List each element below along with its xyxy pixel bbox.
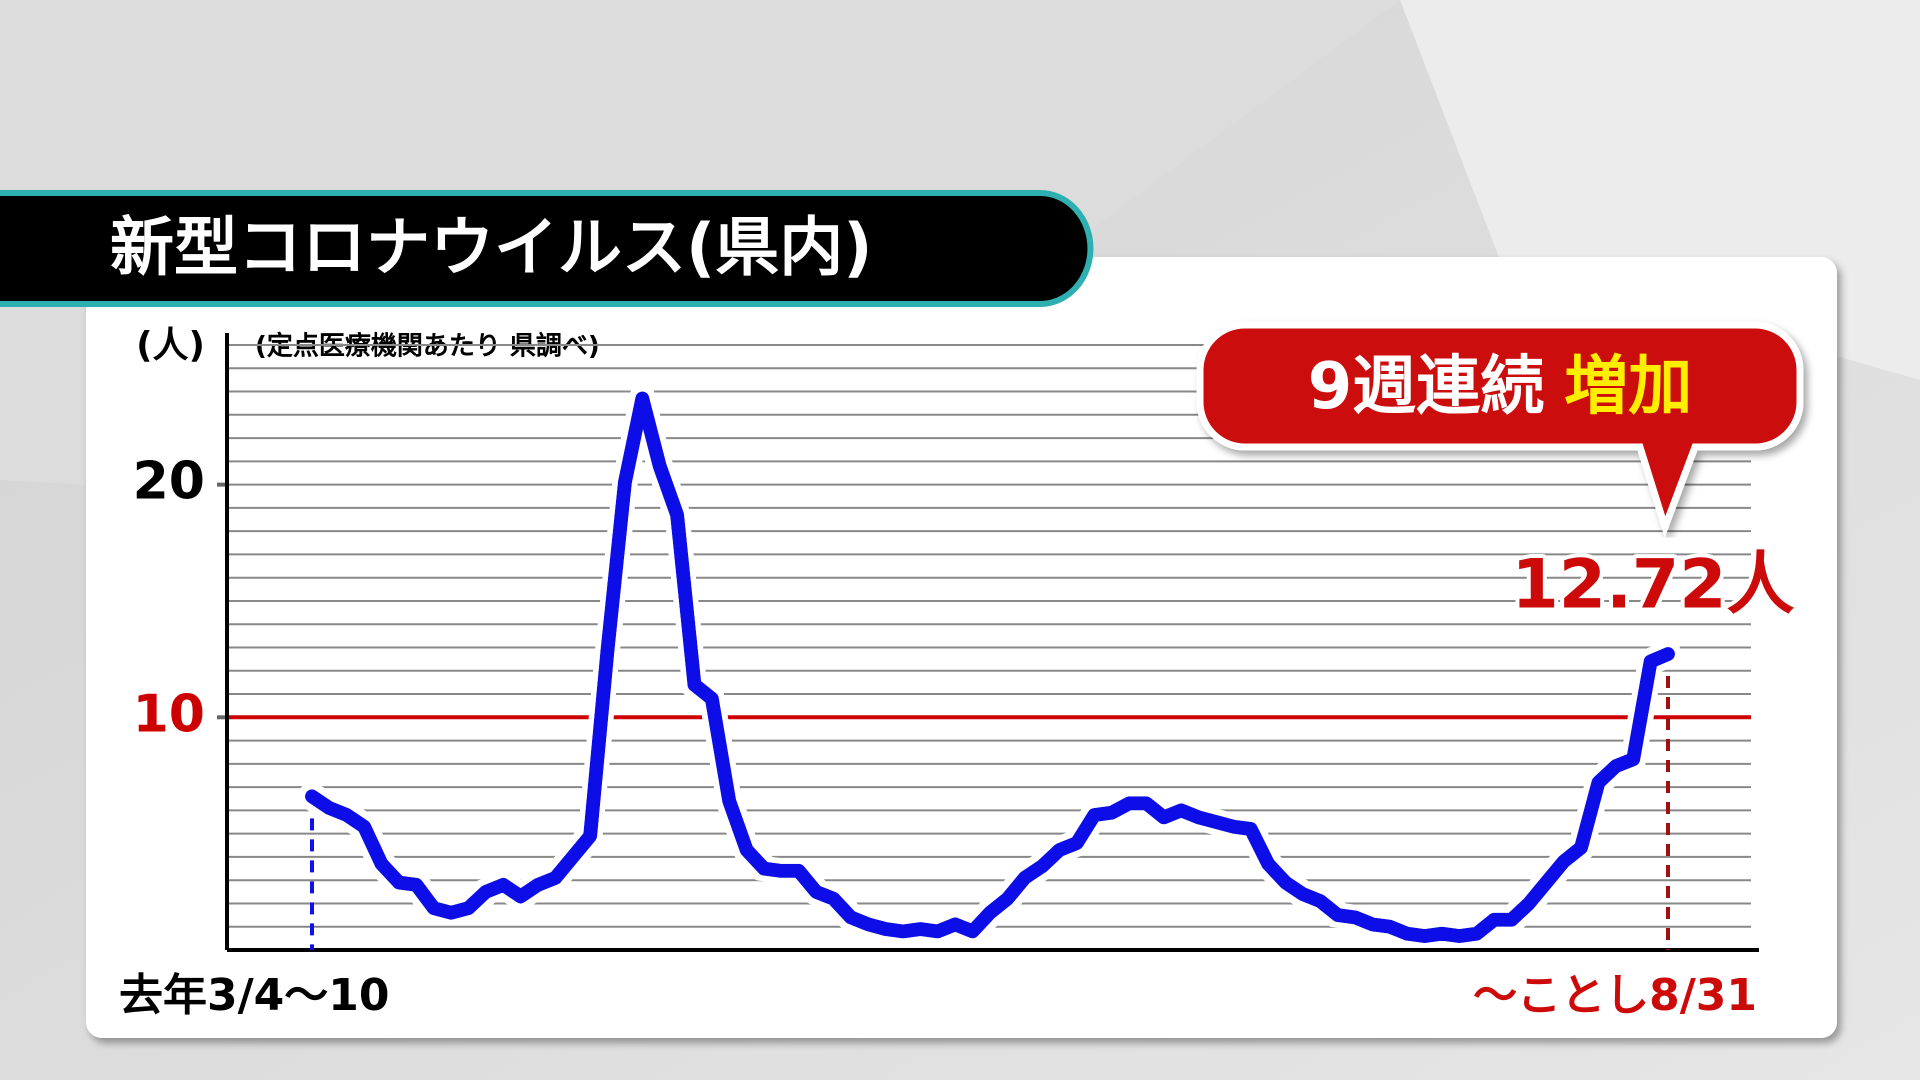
callout-highlight: 増加 (1564, 350, 1692, 424)
y-tick-label: 20 (133, 452, 205, 512)
value-label: 12.72人 (1511, 546, 1794, 625)
callout-box (1196, 321, 1804, 538)
y-tick-label: 10 (133, 684, 205, 744)
title-bar (0, 190, 1094, 307)
callout-main: 9週連続 (1308, 350, 1545, 424)
y-axis-label: (人) (136, 325, 205, 366)
x-tick-label: 去年3/4〜10 (119, 970, 390, 1021)
callout (1196, 321, 1804, 538)
chart-title: 新型コロナウイルス(県内) (110, 212, 873, 286)
x-tick-label: 〜ことし8/31 (1473, 970, 1757, 1021)
line-series (305, 391, 1675, 944)
callout-text: 9週連続 増加 (1308, 350, 1693, 424)
